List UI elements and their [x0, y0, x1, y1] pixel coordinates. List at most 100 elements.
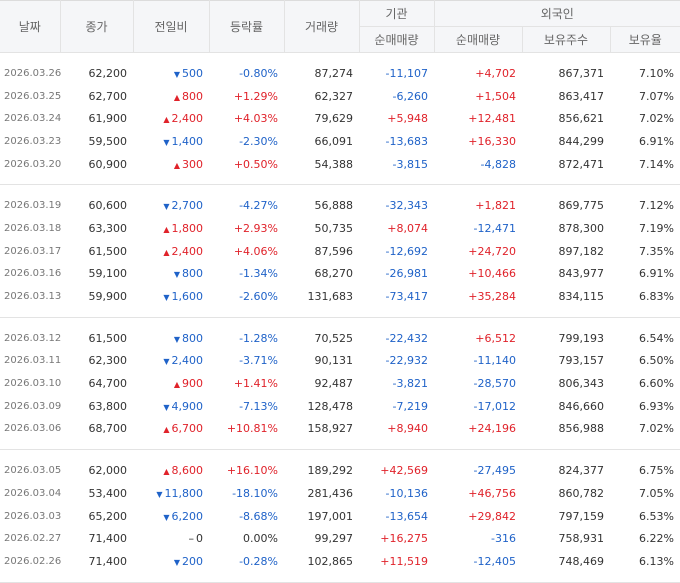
header-foreign-net: 순매매량: [434, 26, 523, 53]
foreign-shares-cell: 799,193: [558, 331, 605, 345]
institution-net-cell: -32,343: [385, 199, 428, 213]
foreign-shares-cell: 758,931: [558, 532, 605, 546]
close-cell: 60,900: [88, 157, 128, 171]
change-value: 800: [182, 267, 203, 281]
foreign-ratio-cell: 7.19%: [639, 221, 674, 235]
foreign-net-cell: +46,756: [468, 486, 516, 500]
rate-cell: -1.28%: [239, 331, 278, 345]
change-cell: ▲ 2,400: [133, 240, 209, 263]
institution-net-cell: -12,692: [385, 244, 428, 258]
institution-net-cell: -13,654: [385, 509, 428, 523]
foreign-ratio-cell: 7.12%: [639, 199, 674, 213]
no-change-dash-icon: –: [188, 532, 195, 546]
foreign-ratio-cell: 7.05%: [639, 486, 674, 500]
rate-cell: -2.60%: [239, 290, 278, 304]
close-cell: 71,400: [88, 554, 128, 568]
close-cell: 62,700: [88, 89, 128, 103]
foreign-shares-cell: 846,660: [558, 399, 605, 413]
rate-cell: 0.00%: [243, 532, 278, 546]
change-value: 900: [182, 377, 203, 391]
rate-cell: -1.34%: [239, 267, 278, 281]
down-triangle-icon: ▼: [156, 489, 163, 499]
rate-cell: -7.13%: [239, 399, 278, 413]
foreign-shares-cell: 867,371: [558, 66, 605, 80]
foreign-ratio-cell: 7.02%: [639, 112, 674, 126]
table-row: 2026.03.24 61,900 ▲ 2,400 +4.03% 79,629 +5,948…: [0, 107, 680, 130]
foreign-net-cell: +10,466: [468, 267, 516, 281]
foreign-net-cell: +12,481: [468, 112, 516, 126]
volume-cell: 62,327: [314, 89, 354, 103]
date-cell: 2026.03.19: [4, 200, 62, 212]
close-cell: 63,300: [88, 221, 128, 235]
foreign-net-cell: +16,330: [468, 134, 516, 148]
rate-cell: +4.03%: [233, 112, 278, 126]
volume-cell: 70,525: [314, 331, 354, 345]
date-cell: 2026.03.13: [4, 291, 62, 303]
foreign-shares-cell: 843,977: [558, 267, 605, 281]
change-cell: ▼ 200: [133, 550, 209, 573]
rate-cell: -2.30%: [239, 134, 278, 148]
date-cell: 2026.03.24: [4, 113, 62, 125]
foreign-ratio-cell: 6.22%: [639, 532, 674, 546]
table-row: 2026.03.25 62,700 ▲ 800 +1.29% 62,327 -6,260 +1…: [0, 85, 680, 108]
volume-cell: 54,388: [314, 157, 354, 171]
date-cell: 2026.02.27: [4, 533, 62, 545]
foreign-net-cell: -17,012: [473, 399, 516, 413]
date-cell: 2026.03.10: [4, 378, 62, 390]
change-value: 300: [182, 157, 203, 171]
rate-cell: +1.41%: [233, 377, 278, 391]
down-triangle-icon: ▼: [163, 293, 170, 303]
table-row: 2026.03.10 64,700 ▲ 900 +1.41% 92,487 -3,821 -2…: [0, 372, 680, 395]
change-cell: ▲ 1,800: [133, 217, 209, 240]
institution-net-cell: -6,260: [392, 89, 428, 103]
rate-cell: -0.28%: [239, 554, 278, 568]
institution-net-cell: -3,815: [392, 157, 428, 171]
volume-cell: 189,292: [307, 464, 354, 478]
table-row: 2026.03.12 61,500 ▼ 800 -1.28% 70,525 -22,432 +…: [0, 327, 680, 350]
up-triangle-icon: ▲: [163, 115, 170, 125]
volume-cell: 68,270: [314, 267, 354, 281]
foreign-net-cell: +4,702: [475, 66, 516, 80]
header-institution-net: 순매매량: [359, 26, 435, 53]
change-value: 1,800: [171, 221, 204, 235]
volume-cell: 50,735: [314, 221, 354, 235]
foreign-net-cell: +29,842: [468, 509, 516, 523]
close-cell: 61,500: [88, 331, 128, 345]
volume-cell: 281,436: [307, 486, 354, 500]
change-cell: ▼ 2,400: [133, 350, 209, 373]
foreign-ratio-cell: 6.83%: [639, 290, 674, 304]
header-date: 날짜: [0, 0, 61, 53]
close-cell: 62,300: [88, 354, 128, 368]
table-row: 2026.03.23 59,500 ▼ 1,400 -2.30% 66,091 -13,68…: [0, 130, 680, 153]
institution-net-cell: -3,821: [392, 377, 428, 391]
close-cell: 62,000: [88, 464, 128, 478]
volume-cell: 158,927: [307, 422, 354, 436]
change-cell: ▼ 1,400: [133, 130, 209, 153]
institution-net-cell: -7,219: [392, 399, 428, 413]
rate-cell: -0.80%: [239, 66, 278, 80]
institution-net-cell: +42,569: [380, 464, 428, 478]
group-gap: [0, 450, 680, 460]
up-triangle-icon: ▲: [173, 92, 180, 102]
foreign-ratio-cell: 7.14%: [639, 157, 674, 171]
institution-net-cell: -13,683: [385, 134, 428, 148]
change-cell: ▼ 1,600: [133, 285, 209, 308]
date-cell: 2026.03.18: [4, 222, 62, 234]
group-gap: [0, 317, 680, 327]
change-cell: ▼ 800: [133, 327, 209, 350]
foreign-ratio-cell: 7.02%: [639, 422, 674, 436]
header-foreign-ratio: 보유율: [610, 26, 680, 53]
date-cell: 2026.03.04: [4, 487, 62, 499]
change-value: 8,600: [171, 464, 204, 478]
down-triangle-icon: ▼: [173, 270, 180, 280]
change-cell: ▼ 2,700: [133, 194, 209, 217]
date-cell: 2026.02.26: [4, 555, 62, 567]
volume-cell: 102,865: [307, 554, 354, 568]
header-change: 전일비: [133, 0, 210, 53]
table-body: 2026.03.26 62,200 ▼ 500 -0.80% 87,274 -11,107 +…: [0, 53, 680, 583]
foreign-net-cell: -12,405: [473, 554, 516, 568]
foreign-net-cell: +24,196: [468, 422, 516, 436]
institution-net-cell: -26,981: [385, 267, 428, 281]
foreign-net-cell: +6,512: [475, 331, 516, 345]
down-triangle-icon: ▼: [173, 69, 180, 79]
